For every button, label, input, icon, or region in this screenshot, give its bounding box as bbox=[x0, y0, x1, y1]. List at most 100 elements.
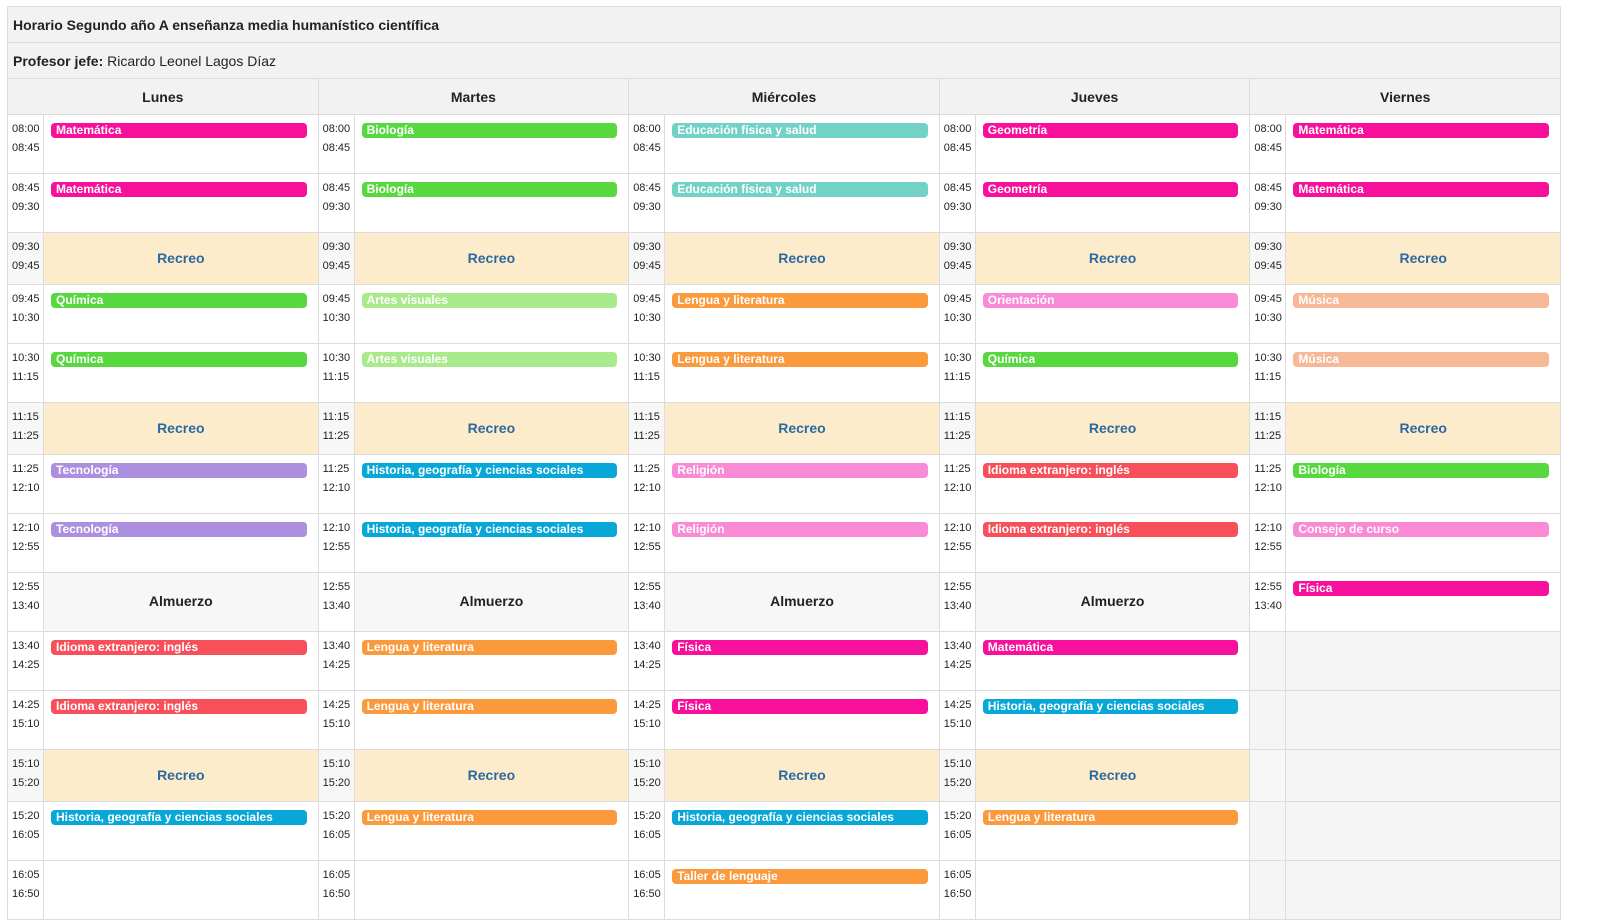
subject-pill[interactable]: Religión bbox=[672, 522, 928, 537]
start-time: 08:45 bbox=[1254, 182, 1282, 194]
subject-pill[interactable]: Historia, geografía y ciencias sociales bbox=[982, 699, 1239, 714]
time-cell: 08:45 09:30 bbox=[317, 173, 355, 233]
subject-pill[interactable]: Artes visuales bbox=[361, 293, 618, 308]
time-cell bbox=[1249, 801, 1287, 861]
class-slot: Química bbox=[43, 284, 319, 344]
subject-pill[interactable]: Educación física y salud bbox=[672, 123, 928, 138]
recreo-slot: Recreo bbox=[353, 749, 630, 802]
time-cell: 09:45 10:30 bbox=[628, 284, 666, 344]
end-time: 09:45 bbox=[943, 260, 972, 272]
end-time: 16:50 bbox=[12, 888, 40, 900]
subject-pill[interactable]: Idioma extranjero: inglés bbox=[51, 640, 307, 655]
subject-pill[interactable]: Historia, geografía y ciencias sociales bbox=[672, 810, 928, 825]
end-time: 09:30 bbox=[943, 201, 972, 213]
time-cell: 11:15 11:25 bbox=[938, 402, 976, 455]
subject-pill[interactable]: Matemática bbox=[982, 640, 1239, 655]
recreo-label: Recreo bbox=[1399, 249, 1447, 266]
time-cell: 14:25 15:10 bbox=[317, 690, 355, 750]
end-time: 09:30 bbox=[12, 201, 40, 213]
free-slot bbox=[43, 860, 319, 920]
end-time: 08:45 bbox=[633, 142, 661, 154]
subject-pill[interactable]: Lengua y literatura bbox=[361, 810, 618, 825]
time-cell: 12:55 13:40 bbox=[938, 572, 976, 632]
recreo-slot: Recreo bbox=[664, 402, 940, 455]
almuerzo-slot: Almuerzo bbox=[43, 572, 319, 632]
subject-pill[interactable]: Orientación bbox=[982, 293, 1239, 308]
subject-pill[interactable]: Consejo de curso bbox=[1293, 522, 1549, 537]
subject-pill[interactable]: Música bbox=[1293, 293, 1549, 308]
subject-pill[interactable]: Lengua y literatura bbox=[672, 352, 928, 367]
end-time: 13:40 bbox=[943, 600, 972, 612]
time-cell: 15:10 15:20 bbox=[628, 749, 666, 802]
subject-pill[interactable]: Química bbox=[51, 293, 307, 308]
class-slot: Matemática bbox=[43, 173, 319, 233]
class-slot: Lengua y literatura bbox=[974, 801, 1251, 861]
end-time: 11:25 bbox=[1254, 430, 1282, 442]
subject-pill[interactable]: Idioma extranjero: inglés bbox=[51, 699, 307, 714]
recreo-label: Recreo bbox=[157, 419, 205, 436]
time-cell: 09:30 09:45 bbox=[1249, 232, 1287, 285]
recreo-label: Recreo bbox=[1399, 419, 1447, 436]
start-time: 15:20 bbox=[322, 810, 351, 822]
subject-pill[interactable]: Matemática bbox=[1293, 123, 1549, 138]
class-slot: Química bbox=[43, 343, 319, 403]
subject-pill[interactable]: Historia, geografía y ciencias sociales bbox=[361, 463, 618, 478]
recreo-slot: Recreo bbox=[1285, 402, 1561, 455]
subject-pill[interactable]: Tecnología bbox=[51, 463, 307, 478]
subject-pill[interactable]: Matemática bbox=[51, 123, 307, 138]
class-slot: Biología bbox=[353, 114, 630, 174]
subject-pill[interactable]: Física bbox=[672, 699, 928, 714]
subject-pill[interactable]: Geometría bbox=[982, 182, 1239, 197]
subject-pill[interactable]: Idioma extranjero: inglés bbox=[982, 522, 1239, 537]
subject-pill[interactable]: Lengua y literatura bbox=[982, 810, 1239, 825]
time-cell: 11:25 12:10 bbox=[317, 454, 355, 514]
end-time: 14:25 bbox=[633, 659, 661, 671]
subject-pill[interactable]: Educación física y salud bbox=[672, 182, 928, 197]
start-time: 16:05 bbox=[633, 869, 661, 881]
subject-pill[interactable]: Matemática bbox=[1293, 182, 1549, 197]
free-slot bbox=[353, 860, 630, 920]
almuerzo-slot: Almuerzo bbox=[353, 572, 630, 632]
start-time: 15:10 bbox=[943, 758, 972, 770]
subject-pill[interactable]: Biología bbox=[1293, 463, 1549, 478]
subject-pill[interactable]: Historia, geografía y ciencias sociales bbox=[361, 522, 618, 537]
subject-pill[interactable]: Taller de lenguaje bbox=[672, 869, 928, 884]
subject-pill[interactable]: Biología bbox=[361, 182, 618, 197]
subject-pill[interactable]: Lengua y literatura bbox=[361, 640, 618, 655]
subject-pill[interactable]: Idioma extranjero: inglés bbox=[982, 463, 1239, 478]
time-cell: 09:30 09:45 bbox=[628, 232, 666, 285]
start-time: 15:10 bbox=[12, 758, 40, 770]
recreo-label: Recreo bbox=[467, 766, 516, 783]
subject-pill[interactable]: Tecnología bbox=[51, 522, 307, 537]
subject-pill[interactable]: Matemática bbox=[51, 182, 307, 197]
start-time: 12:55 bbox=[12, 581, 40, 593]
subject-pill[interactable]: Biología bbox=[361, 123, 618, 138]
subject-pill[interactable]: Física bbox=[1293, 581, 1549, 596]
profesor-label: Profesor jefe: bbox=[13, 52, 104, 69]
schedule-row: 14:25 15:10 Idioma extranjero: inglés 14:25… bbox=[7, 690, 1561, 750]
end-time: 08:45 bbox=[322, 142, 351, 154]
time-cell: 16:05 16:50 bbox=[317, 860, 355, 920]
class-slot: Lengua y literatura bbox=[353, 631, 630, 691]
subject-pill[interactable]: Física bbox=[672, 640, 928, 655]
time-cell: 13:40 14:25 bbox=[7, 631, 44, 691]
subject-pill[interactable]: Química bbox=[982, 352, 1239, 367]
time-cell: 11:25 12:10 bbox=[1249, 454, 1287, 514]
subject-pill[interactable]: Lengua y literatura bbox=[361, 699, 618, 714]
recreo-slot: Recreo bbox=[353, 232, 630, 285]
recreo-slot: Recreo bbox=[664, 749, 940, 802]
class-slot: Religión bbox=[664, 513, 940, 573]
end-time: 10:30 bbox=[12, 312, 40, 324]
subject-pill[interactable]: Química bbox=[51, 352, 307, 367]
class-slot: Biología bbox=[1285, 454, 1561, 514]
subject-pill[interactable]: Geometría bbox=[982, 123, 1239, 138]
subject-pill[interactable]: Lengua y literatura bbox=[672, 293, 928, 308]
start-time: 14:25 bbox=[12, 699, 40, 711]
subject-pill[interactable]: Religión bbox=[672, 463, 928, 478]
day-header-2: Miércoles bbox=[628, 78, 940, 115]
subject-pill[interactable]: Música bbox=[1293, 352, 1549, 367]
start-time: 11:25 bbox=[633, 463, 660, 475]
subject-pill[interactable]: Artes visuales bbox=[361, 352, 618, 367]
time-cell: 13:40 14:25 bbox=[317, 631, 355, 691]
subject-pill[interactable]: Historia, geografía y ciencias sociales bbox=[51, 810, 307, 825]
